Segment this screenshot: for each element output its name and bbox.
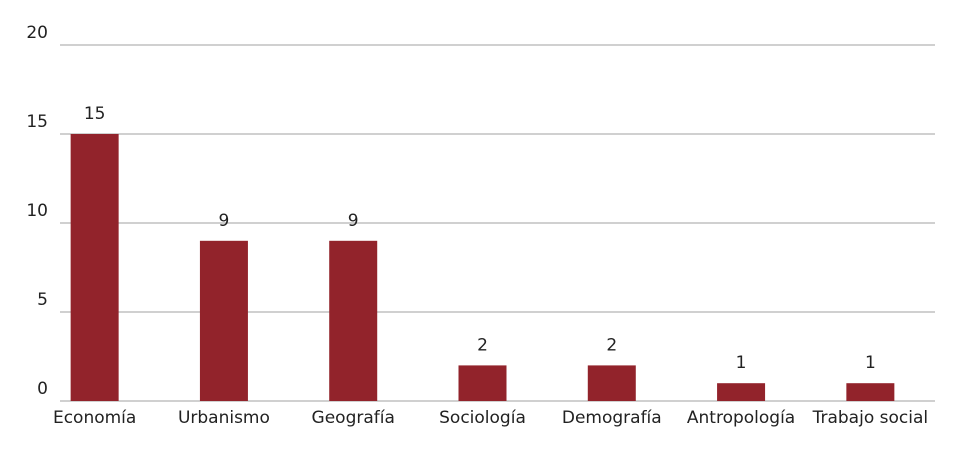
x-tick-label: Geografía: [312, 408, 395, 428]
y-tick-label: 20: [26, 23, 48, 43]
data-label: 2: [477, 335, 488, 355]
y-tick-label: 5: [37, 290, 48, 310]
x-tick-label: Trabajo social: [812, 408, 929, 428]
y-tick-label: 0: [37, 379, 48, 399]
bar: [846, 383, 895, 401]
data-label: 9: [219, 211, 230, 231]
x-tick-label: Urbanismo: [178, 408, 270, 428]
data-label: 15: [84, 104, 106, 124]
bar: [717, 383, 766, 401]
x-tick-label: Demografía: [562, 408, 662, 428]
bar: [70, 134, 119, 401]
bar: [199, 240, 248, 401]
y-tick-label: 10: [26, 201, 48, 221]
x-tick-label: Antropología: [687, 408, 795, 428]
data-label: 9: [348, 211, 359, 231]
bar: [329, 240, 378, 401]
bar: [458, 365, 507, 401]
data-label: 1: [736, 353, 747, 373]
data-label: 2: [606, 335, 617, 355]
x-tick-label: Sociología: [439, 408, 526, 428]
y-tick-label: 15: [26, 112, 48, 132]
bar: [587, 365, 636, 401]
data-label: 1: [865, 353, 876, 373]
x-tick-label: Economía: [53, 408, 136, 428]
